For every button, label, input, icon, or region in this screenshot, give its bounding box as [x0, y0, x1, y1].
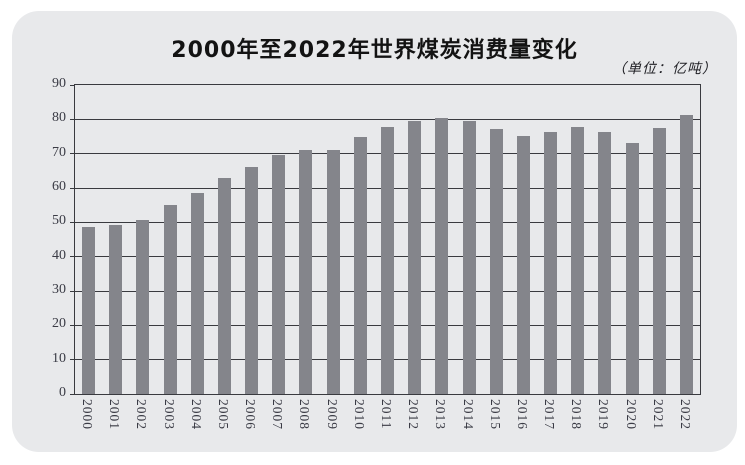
bar-2003 — [163, 204, 177, 394]
x-axis-label-2012: 2012 — [406, 399, 422, 430]
chart-unit-label: （单位：亿吨） — [612, 61, 717, 77]
y-axis-label-10: 10 — [52, 350, 66, 366]
y-tick-80 — [70, 118, 75, 120]
y-axis-label-80: 80 — [52, 110, 66, 126]
y-tick-20 — [70, 324, 75, 326]
bar-2020 — [625, 142, 639, 394]
x-axis-label-2016: 2016 — [514, 399, 530, 430]
x-axis-label-2001: 2001 — [107, 399, 123, 430]
y-axis-label-70: 70 — [52, 144, 66, 160]
bar-2000 — [82, 227, 96, 394]
x-axis-label-2019: 2019 — [596, 399, 612, 430]
bar-2015 — [489, 128, 503, 394]
x-axis-label-2008: 2008 — [297, 399, 313, 430]
x-axis-label-2020: 2020 — [623, 399, 639, 430]
y-tick-0 — [70, 393, 75, 395]
bar-2013 — [435, 117, 449, 394]
x-axis-label-2013: 2013 — [433, 399, 449, 430]
y-axis-label-20: 20 — [52, 316, 66, 332]
bar-2016 — [516, 135, 530, 394]
chart-title: 2000年至2022年世界煤炭消费量变化 — [171, 38, 578, 63]
bar-2012 — [408, 121, 422, 394]
x-axis-label-2014: 2014 — [460, 399, 476, 430]
x-axis-label-2017: 2017 — [542, 399, 558, 430]
x-axis-label-2021: 2021 — [650, 399, 666, 430]
bar-2008 — [299, 149, 313, 394]
y-tick-90 — [70, 84, 75, 86]
y-axis-label-60: 60 — [52, 179, 66, 194]
y-tick-50 — [70, 221, 75, 223]
chart-card: 2000年至2022年世界煤炭消费量变化 （单位：亿吨） 0 10 20 30 40 50… — [12, 11, 737, 452]
bar-2022 — [679, 115, 693, 394]
gridline-80 — [75, 118, 700, 120]
x-axis-label-2005: 2005 — [215, 399, 231, 430]
y-axis-label-30: 30 — [52, 282, 66, 297]
y-tick-30 — [70, 290, 75, 292]
y-tick-40 — [70, 256, 75, 258]
x-axis-label-2003: 2003 — [161, 399, 177, 430]
bar-2014 — [462, 121, 476, 394]
y-tick-60 — [70, 187, 75, 189]
x-axis-label-2007: 2007 — [270, 399, 286, 430]
bar-2007 — [272, 155, 286, 394]
y-tick-70 — [70, 153, 75, 155]
bar-2010 — [353, 137, 367, 394]
x-axis-label-2015: 2015 — [487, 399, 503, 430]
bar-2006 — [245, 167, 259, 394]
x-axis-label-2009: 2009 — [324, 399, 340, 430]
bar-2021 — [652, 127, 666, 394]
y-axis-label-50: 50 — [52, 213, 66, 229]
x-axis-label-2000: 2000 — [80, 399, 96, 430]
bar-2004 — [190, 193, 204, 394]
bar-2018 — [571, 126, 585, 394]
bar-2017 — [544, 131, 558, 394]
x-axis-label-2004: 2004 — [188, 399, 204, 430]
y-axis-label-40: 40 — [52, 247, 66, 263]
y-axis-label-90: 90 — [52, 76, 66, 91]
x-axis-label-2002: 2002 — [134, 399, 150, 430]
x-axis-label-2011: 2011 — [379, 399, 394, 430]
x-axis-label-2010: 2010 — [351, 399, 367, 430]
x-axis-label-2022: 2022 — [677, 399, 693, 430]
bar-2005 — [217, 178, 231, 394]
plot-area — [70, 84, 701, 395]
bar-2011 — [381, 126, 394, 394]
y-axis-label-0: 0 — [59, 385, 66, 400]
bar-2001 — [109, 224, 123, 394]
bar-2019 — [598, 132, 612, 394]
bar-2002 — [136, 219, 150, 394]
x-axis-label-2018: 2018 — [569, 399, 585, 430]
y-tick-10 — [70, 359, 75, 361]
x-axis-label-2006: 2006 — [243, 399, 259, 430]
bar-2009 — [326, 150, 340, 394]
